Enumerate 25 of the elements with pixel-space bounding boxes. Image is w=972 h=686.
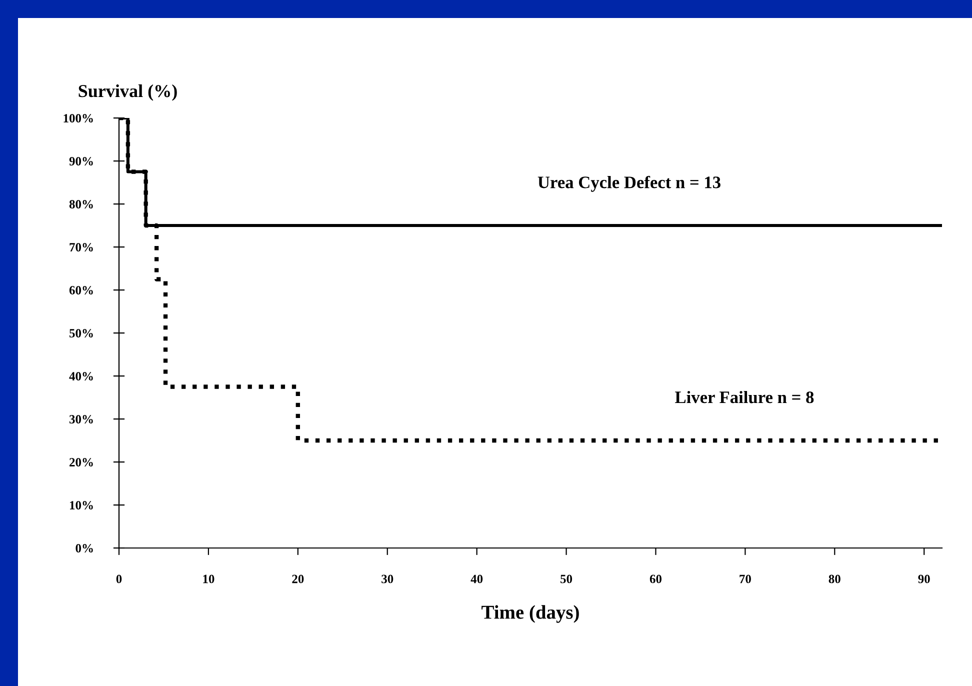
y-tick-label: 80%	[69, 200, 93, 208]
x-tick-label: 60	[650, 574, 662, 584]
x-tick-label: 10	[203, 574, 214, 584]
y-tick-label: 20%	[70, 458, 93, 466]
y-tick-label: 10%	[70, 501, 93, 510]
y-tick-label: 60%	[69, 286, 93, 294]
x-tick-label: 20	[292, 574, 304, 584]
y-tick-label: 100%	[64, 114, 93, 122]
y-tick-label: 30%	[69, 415, 93, 424]
x-tick-label: 90	[918, 574, 930, 584]
x-tick-label: 70	[740, 574, 751, 584]
y-tick-label: 50%	[70, 329, 93, 338]
x-tick-label: 40	[470, 574, 483, 584]
y-axis-title: Survival (%)	[78, 84, 177, 101]
y-tick-label: 70%	[70, 243, 93, 252]
text: Liver Failure n = 8	[675, 390, 814, 404]
x-tick-label: 80	[828, 574, 840, 584]
x-tick-label: 0	[116, 574, 122, 584]
x-axis-title: Time (days)	[482, 605, 579, 623]
y-tick-label: 90%	[69, 157, 93, 166]
y-tick-label: 40%	[69, 372, 93, 380]
x-tick-label: 30	[382, 574, 394, 584]
y-tick-label: 0%	[76, 544, 93, 552]
series-label: Urea Cycle Defect n = 13	[538, 176, 720, 192]
x-tick-label: 50	[560, 574, 572, 584]
